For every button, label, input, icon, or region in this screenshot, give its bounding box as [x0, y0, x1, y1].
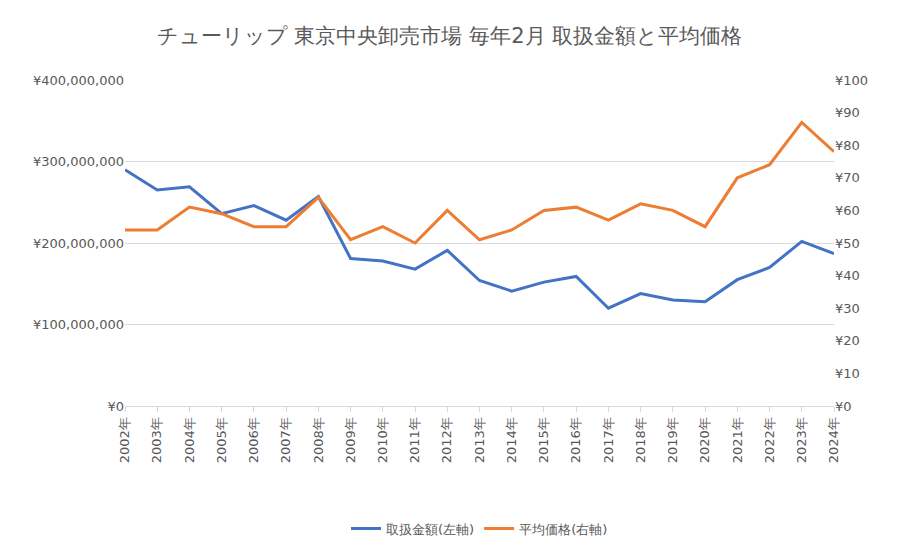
- svg-text:2024年: 2024年: [826, 417, 841, 463]
- svg-text:¥300,000,000: ¥300,000,000: [33, 154, 124, 169]
- svg-text:2020年: 2020年: [697, 417, 712, 463]
- svg-text:¥10: ¥10: [835, 366, 860, 381]
- svg-text:¥80: ¥80: [835, 138, 860, 153]
- svg-text:平均価格(右軸): 平均価格(右軸): [519, 522, 607, 537]
- svg-text:2021年: 2021年: [730, 417, 745, 463]
- svg-text:2019年: 2019年: [665, 417, 680, 463]
- svg-text:2012年: 2012年: [439, 417, 454, 463]
- svg-text:チューリップ 東京中央卸売市場 毎年2月 取扱金額と平均価格: チューリップ 東京中央卸売市場 毎年2月 取扱金額と平均価格: [157, 24, 742, 48]
- svg-text:¥200,000,000: ¥200,000,000: [33, 236, 124, 251]
- svg-text:¥40: ¥40: [835, 268, 860, 283]
- svg-text:2006年: 2006年: [246, 417, 261, 463]
- svg-text:2015年: 2015年: [536, 417, 551, 463]
- svg-text:2007年: 2007年: [278, 417, 293, 463]
- svg-text:2010年: 2010年: [375, 417, 390, 463]
- svg-text:¥0: ¥0: [835, 399, 852, 414]
- svg-text:¥50: ¥50: [835, 236, 860, 251]
- svg-text:2003年: 2003年: [149, 417, 164, 463]
- svg-text:2005年: 2005年: [214, 417, 229, 463]
- svg-text:2022年: 2022年: [762, 417, 777, 463]
- svg-text:¥60: ¥60: [835, 203, 860, 218]
- svg-text:2009年: 2009年: [343, 417, 358, 463]
- svg-text:2017年: 2017年: [601, 417, 616, 463]
- svg-text:2018年: 2018年: [633, 417, 648, 463]
- svg-text:¥400,000,000: ¥400,000,000: [33, 73, 124, 88]
- svg-text:2002年: 2002年: [117, 417, 132, 463]
- svg-text:2008年: 2008年: [311, 417, 326, 463]
- svg-text:2004年: 2004年: [182, 417, 197, 463]
- svg-text:¥0: ¥0: [107, 399, 124, 414]
- svg-text:2013年: 2013年: [472, 417, 487, 463]
- svg-text:¥90: ¥90: [835, 105, 860, 120]
- svg-text:2014年: 2014年: [504, 417, 519, 463]
- svg-text:取扱金額(左軸): 取扱金額(左軸): [386, 522, 474, 537]
- svg-text:2016年: 2016年: [568, 417, 583, 463]
- svg-text:¥20: ¥20: [835, 333, 860, 348]
- svg-text:¥70: ¥70: [835, 170, 860, 185]
- svg-text:2023年: 2023年: [794, 417, 809, 463]
- svg-text:¥100,000,000: ¥100,000,000: [33, 317, 124, 332]
- svg-text:2011年: 2011年: [407, 417, 422, 463]
- svg-text:¥30: ¥30: [835, 301, 860, 316]
- svg-text:¥100: ¥100: [835, 73, 868, 88]
